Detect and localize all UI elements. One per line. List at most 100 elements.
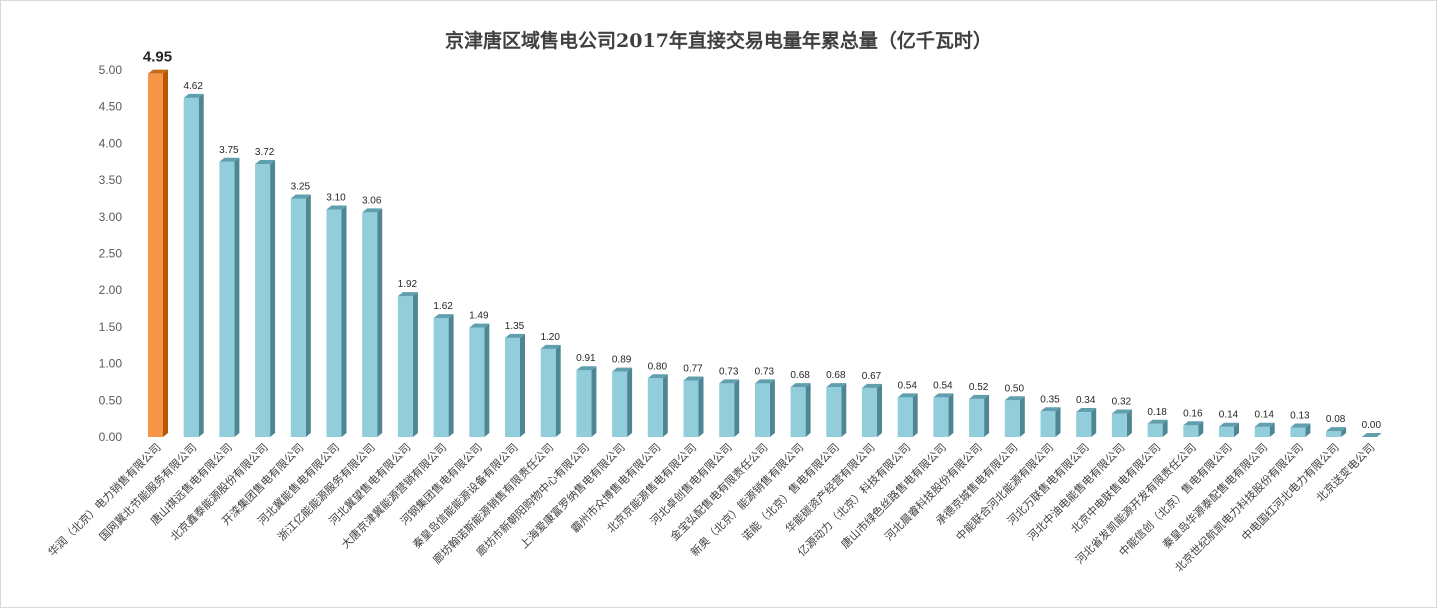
- bar-top: [1183, 421, 1204, 426]
- bar-front: [612, 371, 628, 437]
- bar-front: [1040, 411, 1056, 437]
- bar-top: [1040, 407, 1061, 412]
- bar-front: [290, 198, 306, 437]
- data-label: 0.14: [1254, 410, 1274, 421]
- data-label: 3.25: [291, 181, 311, 192]
- bar: [433, 314, 454, 437]
- bar-side: [984, 394, 990, 437]
- bar-front: [1147, 423, 1163, 437]
- bar-side: [412, 292, 418, 437]
- y-tick-label: 2.50: [99, 247, 123, 261]
- bar-top: [1076, 408, 1097, 413]
- bar: [183, 93, 204, 437]
- bar: [1076, 408, 1097, 437]
- y-tick-label: 1.00: [99, 357, 123, 371]
- bar-side: [1091, 408, 1097, 437]
- bar: [219, 157, 240, 437]
- data-label: 4.62: [183, 81, 203, 92]
- bar-top: [576, 366, 597, 371]
- bar-front: [1326, 431, 1342, 437]
- bar-top: [290, 194, 311, 199]
- data-label: 0.77: [683, 363, 703, 374]
- y-tick-label: 1.50: [99, 320, 123, 334]
- bar-top: [397, 292, 418, 297]
- bar-side: [484, 323, 490, 437]
- bar-front: [469, 327, 485, 437]
- data-label: 0.18: [1147, 407, 1167, 418]
- chart-title: 京津唐区域售电公司2017年直接交易电量年累总量（亿千瓦时）: [445, 30, 992, 52]
- bar-side: [769, 379, 775, 437]
- bar-front: [1111, 413, 1127, 437]
- bar-front: [183, 97, 199, 437]
- bar-top: [1004, 396, 1025, 401]
- bar-side: [1055, 407, 1061, 437]
- data-label: 0.91: [576, 353, 596, 364]
- bar-side: [591, 366, 597, 437]
- bar-side: [1126, 409, 1132, 437]
- y-tick-label: 2.00: [99, 283, 123, 297]
- bar-side: [234, 157, 240, 437]
- bar-top: [647, 374, 668, 379]
- bar-front: [1290, 427, 1306, 437]
- bar-front: [647, 378, 663, 437]
- bar-side: [163, 69, 168, 438]
- data-label: 0.35: [1040, 394, 1060, 405]
- data-label: 0.52: [969, 382, 989, 393]
- data-label: 0.73: [755, 366, 775, 377]
- bar: [290, 194, 311, 437]
- bar-front: [933, 397, 949, 437]
- bar: [683, 376, 704, 437]
- bar-front: [326, 209, 342, 437]
- bar-top: [540, 344, 561, 349]
- bar: [719, 379, 740, 437]
- bar: [1254, 422, 1275, 437]
- bar: [647, 374, 668, 437]
- bar-side: [805, 383, 811, 437]
- bars-group: 4.95 4.62 3.75 3.72 3.25 3.10 3.06 1.92 1.62 1.49…: [143, 49, 1382, 438]
- y-tick-label: 4.00: [99, 136, 123, 150]
- bar-front: [790, 387, 806, 437]
- bar-side: [662, 374, 668, 437]
- bar-top: [862, 383, 882, 388]
- bar: [754, 379, 775, 437]
- bar-front: [683, 380, 699, 437]
- bar-front: [1076, 412, 1092, 437]
- data-label: 4.95: [143, 49, 172, 66]
- bar-side: [377, 208, 383, 437]
- bar-front: [754, 383, 770, 437]
- bar: [505, 333, 525, 437]
- data-label: 0.89: [612, 355, 632, 366]
- bar-front: [897, 397, 913, 437]
- bar-side: [341, 205, 347, 437]
- data-label: 0.80: [648, 361, 668, 372]
- bar-top: [1290, 423, 1311, 428]
- bar-side: [1234, 422, 1239, 437]
- bar: [397, 292, 418, 437]
- data-label: 1.35: [505, 321, 525, 332]
- bar-front: [1254, 426, 1270, 437]
- bar-front: [1004, 400, 1020, 437]
- data-label: 0.54: [897, 380, 917, 391]
- bar: [612, 367, 633, 437]
- bar-side: [270, 159, 276, 437]
- data-label: 0.32: [1112, 397, 1132, 408]
- y-tick-label: 3.00: [99, 210, 123, 224]
- data-label: 3.75: [219, 145, 239, 156]
- bar: [576, 366, 597, 437]
- bar: [1219, 422, 1239, 437]
- bar-top: [148, 69, 168, 74]
- bar-side: [1305, 423, 1311, 437]
- bar-front: [1219, 426, 1234, 437]
- data-label: 1.62: [433, 301, 453, 312]
- data-label: 0.00: [1362, 420, 1382, 431]
- bar-side: [1162, 419, 1168, 437]
- bar-side: [912, 393, 918, 437]
- data-label: 0.16: [1183, 408, 1203, 419]
- bar-top: [433, 314, 454, 319]
- bar-side: [305, 194, 311, 437]
- data-label: 1.20: [540, 332, 560, 343]
- bar-front: [397, 296, 413, 437]
- bar-side: [627, 367, 633, 437]
- bar-top: [1254, 422, 1275, 427]
